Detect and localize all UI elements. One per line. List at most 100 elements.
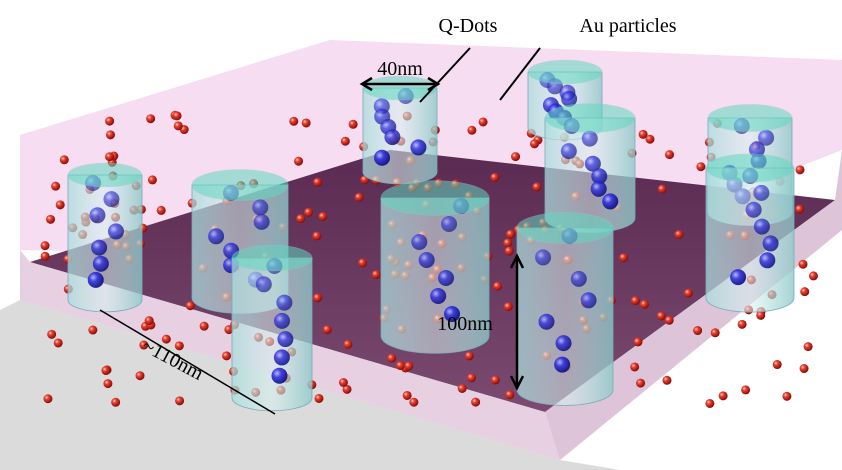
au-particle	[312, 231, 322, 241]
au-particle	[662, 375, 672, 385]
quantum-dot	[745, 201, 762, 218]
pillars	[67, 59, 795, 412]
au-particle	[633, 337, 643, 347]
pillar-body	[705, 167, 795, 313]
quantum-dot	[430, 288, 447, 304]
au-particle	[105, 130, 115, 140]
au-particle	[173, 121, 183, 131]
au-particle	[111, 397, 121, 407]
quantum-dot	[570, 270, 587, 287]
pillar-top	[362, 75, 438, 101]
au-particle	[105, 116, 115, 126]
au-particle	[665, 150, 675, 160]
quantum-dot	[91, 239, 108, 256]
au-particle	[619, 253, 629, 263]
pillar-top	[380, 180, 490, 216]
quantum-dot	[89, 207, 106, 224]
au-particle	[756, 310, 766, 320]
quantum-dot	[273, 349, 290, 366]
quantum-dot	[103, 191, 120, 208]
pillar	[362, 75, 438, 185]
quantum-dot	[748, 141, 765, 158]
quantum-dot	[418, 252, 435, 268]
au-particle	[803, 342, 813, 352]
au-particle	[657, 184, 667, 194]
pillar-top	[527, 59, 603, 85]
au-particle	[338, 378, 348, 388]
au-particle	[409, 397, 419, 407]
pillar	[380, 180, 490, 354]
au-particle	[296, 214, 306, 224]
pillar-top	[191, 169, 289, 201]
au-particle	[40, 251, 50, 261]
au-particle	[737, 319, 747, 329]
quantum-dot	[87, 271, 104, 288]
au-particle	[51, 181, 61, 191]
au-particle	[630, 296, 640, 306]
quantum-dot	[438, 270, 455, 286]
quantum-dot	[441, 216, 458, 232]
pillar-top	[231, 244, 313, 272]
au-particle	[135, 371, 145, 381]
au-particle	[705, 398, 715, 408]
au-particle	[782, 391, 792, 401]
annotations	[99, 47, 541, 415]
au-particle	[645, 134, 655, 144]
au-particle	[656, 311, 666, 321]
au-particle	[55, 200, 65, 210]
au-particle	[43, 394, 53, 404]
quantum-dot	[758, 129, 775, 146]
quantum-dot	[538, 313, 555, 330]
quantum-dot	[276, 294, 293, 311]
au-particle	[371, 270, 381, 280]
au-particle	[741, 385, 751, 395]
au-particle	[105, 152, 115, 162]
quantum-dot	[271, 367, 288, 384]
au-particle	[511, 152, 521, 162]
au-particle	[808, 271, 818, 281]
au-particle	[354, 192, 364, 202]
au-particle	[314, 393, 324, 403]
au-particle	[718, 391, 728, 401]
au-particle	[161, 334, 171, 344]
au-particle	[387, 353, 397, 363]
au-particle	[795, 204, 805, 214]
au-particle	[147, 175, 157, 185]
au-particle	[490, 375, 500, 385]
diameter-label: 40nm	[377, 58, 423, 80]
au-particle	[301, 118, 311, 128]
au-particle	[175, 396, 185, 406]
au-particle	[478, 117, 488, 127]
pillar	[705, 153, 795, 313]
arrowheads	[509, 253, 525, 391]
au-particle	[348, 119, 358, 129]
au-particle	[404, 361, 414, 371]
au-label: Au particles	[579, 15, 676, 37]
quantum-dot	[590, 180, 607, 197]
au-particle	[490, 172, 500, 182]
au-particle	[185, 301, 195, 311]
quantum-dot	[759, 252, 776, 269]
au-particle	[693, 326, 703, 336]
au-particle	[294, 156, 304, 166]
quantum-dot	[277, 331, 294, 348]
au-particle	[683, 288, 693, 298]
quantum-dot	[444, 306, 461, 322]
quantum-dot	[602, 193, 619, 210]
quantum-dot	[730, 269, 747, 286]
au-particle	[144, 316, 154, 326]
au-particle	[467, 125, 477, 135]
au-particle	[674, 230, 684, 240]
au-particle	[47, 329, 57, 339]
au-particle	[101, 366, 111, 376]
au-particle	[457, 384, 467, 394]
au-particle	[640, 299, 650, 309]
quantum-dot	[208, 228, 225, 245]
quantum-dot	[753, 218, 770, 235]
au-particle	[471, 397, 481, 407]
au-particle	[772, 360, 782, 370]
quantum-dot	[411, 234, 428, 250]
quantum-dot	[753, 184, 770, 201]
pillar	[516, 212, 614, 406]
au-particle	[318, 212, 328, 222]
